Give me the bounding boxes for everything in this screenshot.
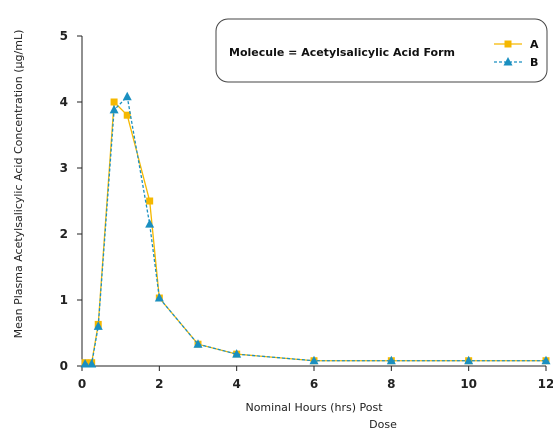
series-b-point bbox=[93, 321, 103, 330]
x-axis-ticks: 0 2 4 6 8 10 12 bbox=[78, 366, 553, 391]
x-tick-label: 8 bbox=[387, 377, 395, 391]
legend-entries: AB bbox=[494, 38, 539, 69]
x-tick-label: 0 bbox=[78, 377, 86, 391]
series-b-point bbox=[464, 355, 474, 365]
x-tick-label: 6 bbox=[310, 377, 318, 391]
x-tick-label: 2 bbox=[155, 377, 163, 391]
series-b-line bbox=[85, 95, 546, 365]
series-b-point bbox=[193, 339, 203, 348]
series-a-point bbox=[110, 98, 118, 106]
legend-a-marker bbox=[504, 40, 512, 48]
series-b-point bbox=[541, 355, 551, 365]
legend-box bbox=[215, 18, 548, 83]
x-tick-label: 4 bbox=[232, 377, 240, 391]
legend-a-label: A bbox=[530, 38, 539, 51]
x-axis-title-line2: Dose bbox=[369, 418, 397, 431]
y-tick-label: 5 bbox=[60, 29, 68, 43]
legend-title: Molecule = Acetylsalicylic Acid Form bbox=[229, 46, 455, 59]
x-tick-label: 10 bbox=[460, 377, 477, 391]
series-b-point bbox=[386, 355, 396, 365]
legend-b-marker bbox=[503, 57, 513, 66]
legend: Molecule = Acetylsalicylic Acid Form AB bbox=[215, 18, 548, 83]
y-tick-label: 3 bbox=[60, 161, 68, 175]
series-a-point bbox=[123, 111, 131, 119]
series-b-point bbox=[87, 359, 97, 368]
y-tick-label: 2 bbox=[60, 227, 68, 241]
series-a-line bbox=[85, 100, 546, 364]
series-b-point bbox=[232, 349, 242, 358]
series-layer bbox=[80, 91, 551, 368]
y-tick-label: 4 bbox=[60, 95, 68, 109]
series-b-point bbox=[309, 355, 319, 365]
legend-b-label: B bbox=[530, 56, 538, 69]
series-a-point bbox=[146, 197, 154, 205]
x-tick-label: 12 bbox=[538, 377, 553, 391]
series-b-point bbox=[145, 219, 155, 228]
x-axis-title-line1: Nominal Hours (hrs) Post bbox=[245, 401, 383, 414]
y-axis-ticks: 0 1 2 3 4 5 bbox=[60, 29, 82, 373]
series-b-point bbox=[80, 359, 90, 368]
series-b-point bbox=[122, 91, 132, 101]
series-b-point bbox=[109, 104, 119, 114]
y-tick-label: 1 bbox=[60, 293, 68, 307]
y-tick-label: 0 bbox=[60, 359, 68, 373]
series-b-point bbox=[154, 293, 164, 302]
y-axis-title: Mean Plasma Acetylsalicylic Acid Concent… bbox=[12, 30, 25, 339]
